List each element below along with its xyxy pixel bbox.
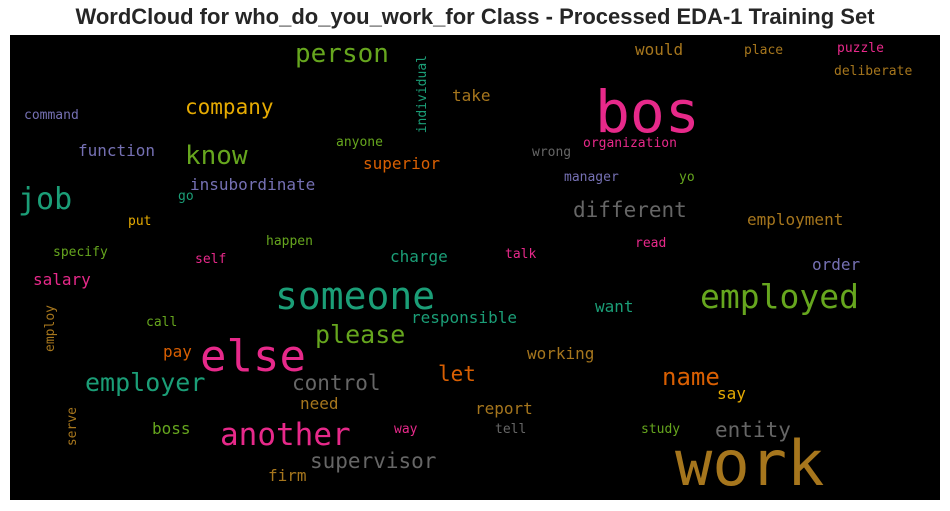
word-organization: organization xyxy=(583,136,677,151)
word-place: place xyxy=(744,43,784,58)
word-another: another xyxy=(220,417,351,453)
word-work: work xyxy=(675,427,825,500)
word-supervisor: supervisor xyxy=(310,449,437,473)
word-take: take xyxy=(452,86,491,105)
word-say: say xyxy=(717,384,746,403)
word-want: want xyxy=(595,297,634,316)
word-go: go xyxy=(178,189,194,204)
word-control: control xyxy=(292,371,381,395)
word-deliberate: deliberate xyxy=(834,64,913,79)
word-know: know xyxy=(185,141,248,171)
word-order: order xyxy=(812,255,861,274)
word-manager: manager xyxy=(564,170,619,185)
word-serve: serve xyxy=(65,407,80,447)
word-cloud: bos work else someone employed another job pers… xyxy=(10,35,940,500)
word-talk: talk xyxy=(505,247,537,262)
word-employed: employed xyxy=(700,277,859,316)
word-specify: specify xyxy=(53,245,108,260)
word-employer: employer xyxy=(85,368,206,397)
word-read: read xyxy=(635,236,667,251)
word-puzzle: puzzle xyxy=(837,41,884,56)
word-pay: pay xyxy=(163,342,192,361)
word-happen: happen xyxy=(266,234,313,249)
word-different: different xyxy=(573,198,687,222)
word-individual: individual xyxy=(415,55,430,134)
word-bos: bos xyxy=(595,78,700,146)
word-employment: employment xyxy=(747,210,844,229)
word-need: need xyxy=(300,394,339,413)
word-function: function xyxy=(78,141,156,160)
word-someone: someone xyxy=(275,274,436,318)
word-superior: superior xyxy=(363,154,441,173)
word-way: way xyxy=(394,422,418,437)
word-charge: charge xyxy=(390,247,448,266)
word-salary: salary xyxy=(33,270,91,289)
word-call: call xyxy=(146,315,178,330)
word-responsible: responsible xyxy=(411,308,517,327)
chart-title: WordCloud for who_do_you_work_for Class … xyxy=(75,4,875,29)
word-name: name xyxy=(662,363,720,391)
word-let: let xyxy=(438,362,476,386)
word-command: command xyxy=(24,108,79,123)
word-person: person xyxy=(295,39,389,69)
word-report: report xyxy=(475,399,533,418)
word-anyone: anyone xyxy=(336,135,383,150)
word-put: put xyxy=(128,214,152,229)
word-employ: employ xyxy=(43,305,58,352)
word-tell: tell xyxy=(495,422,527,437)
word-boss: boss xyxy=(152,419,191,438)
word-yo: yo xyxy=(679,170,695,185)
word-entity: entity xyxy=(715,418,791,442)
word-else: else xyxy=(200,331,306,382)
word-study: study xyxy=(641,422,681,437)
word-working: working xyxy=(527,344,595,363)
word-firm: firm xyxy=(268,466,307,485)
word-company: company xyxy=(185,95,274,119)
word-would: would xyxy=(635,40,684,59)
word-please: please xyxy=(315,320,406,349)
word-wrong: wrong xyxy=(532,145,572,160)
word-self: self xyxy=(195,252,227,267)
word-job: job xyxy=(18,182,73,217)
word-insubordinate: insubordinate xyxy=(190,175,316,194)
